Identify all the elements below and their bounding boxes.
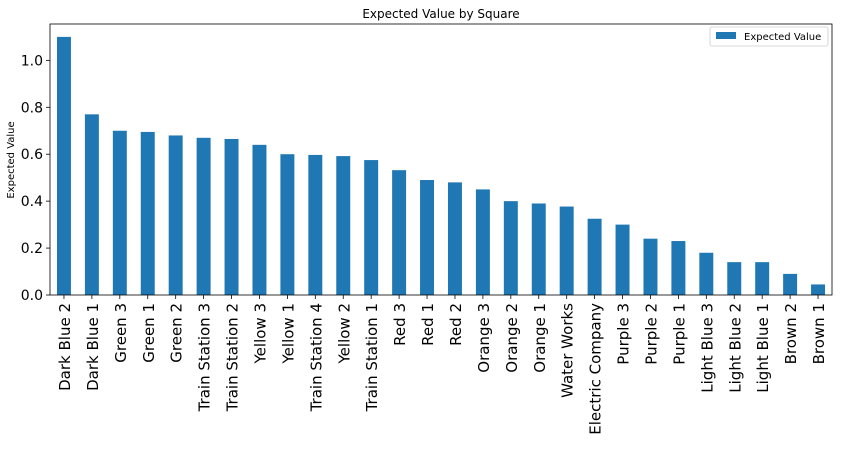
bar-purple-2 [643,238,658,295]
bar-red-1 [420,180,435,295]
x-tick-label: Train Station 2 [224,303,242,412]
bar-yellow-1 [280,154,295,295]
x-tick-label: Purple 3 [615,303,633,365]
bar-water-works [559,206,574,295]
bar-light-blue-1 [755,262,770,295]
x-tick-label: Dark Blue 2 [56,303,74,391]
bar-red-2 [447,182,462,295]
x-tick-label: Green 2 [168,303,186,363]
x-tick-label: Yellow 1 [279,303,297,365]
bar-orange-3 [475,189,490,295]
x-tick-label: Purple 1 [670,303,688,365]
x-tick-label: Train Station 1 [363,303,381,412]
x-tick-label: Yellow 3 [251,303,269,365]
chart-title: Expected Value by Square [362,7,519,21]
x-tick-label: Light Blue 2 [726,303,744,393]
bars-group [56,36,826,296]
bar-train-station-3 [196,137,211,295]
bar-purple-1 [671,241,686,295]
bar-orange-2 [503,201,518,295]
y-tick-label: 0.4 [21,194,43,210]
bar-train-station-2 [224,138,239,295]
y-axis-label: Expected Value [6,121,17,198]
legend-label: Expected Value [744,32,821,43]
x-tick-label: Red 1 [419,303,437,346]
x-tick-label: Brown 2 [782,303,800,364]
x-tick-label: Yellow 2 [335,303,353,365]
bar-train-station-4 [308,154,323,295]
x-tick-label: Train Station 4 [307,303,325,412]
y-tick-label: 0.2 [21,241,43,257]
bar-green-1 [140,131,155,295]
y-tick-label: 1.0 [21,53,43,69]
bar-brown-2 [783,273,798,295]
x-tick-label: Orange 2 [503,303,521,373]
bar-dark-blue-2 [56,36,71,296]
y-axis-ticks: 0.0 0.2 0.4 0.6 0.8 1.0 [21,53,50,304]
x-tick-label: Red 3 [391,303,409,346]
x-tick-label: Red 2 [447,303,465,346]
bar-green-2 [168,135,183,295]
x-tick-label: Green 1 [140,303,158,363]
x-tick-label: Light Blue 1 [754,303,772,393]
x-tick-label: Dark Blue 1 [84,303,102,391]
x-tick-label: Water Works [559,303,577,398]
x-tick-label: Electric Company [587,303,605,435]
bar-green-3 [112,130,127,295]
x-tick-label: Light Blue 3 [698,303,716,393]
bar-dark-blue-1 [84,114,99,295]
x-tick-label: Brown 1 [810,303,828,364]
y-tick-label: 0.8 [21,100,43,116]
x-tick-label: Purple 2 [642,303,660,365]
x-tick-label: Train Station 3 [196,303,214,412]
bar-orange-1 [531,203,546,295]
x-tick-label: Orange 1 [531,303,549,373]
bar-red-3 [392,170,407,295]
bar-yellow-3 [252,144,267,295]
bar-electric-company [587,218,602,295]
y-tick-label: 0.6 [21,147,43,163]
y-tick-label: 0.0 [21,288,43,304]
bar-light-blue-3 [699,252,714,295]
bar-yellow-2 [336,156,351,295]
legend-box [709,26,829,47]
legend: Expected Value [709,26,829,47]
bar-brown-1 [811,284,826,295]
x-axis-ticks: Dark Blue 2 Dark Blue 1 Green 3 Green 1 Gree… [56,295,828,435]
x-tick-label: Orange 3 [475,303,493,373]
plot-frame [49,23,833,296]
bar-purple-3 [615,224,630,295]
legend-swatch [716,32,736,39]
bar-light-blue-2 [727,262,742,295]
bar-train-station-1 [364,160,379,295]
x-tick-label: Green 3 [112,303,130,363]
